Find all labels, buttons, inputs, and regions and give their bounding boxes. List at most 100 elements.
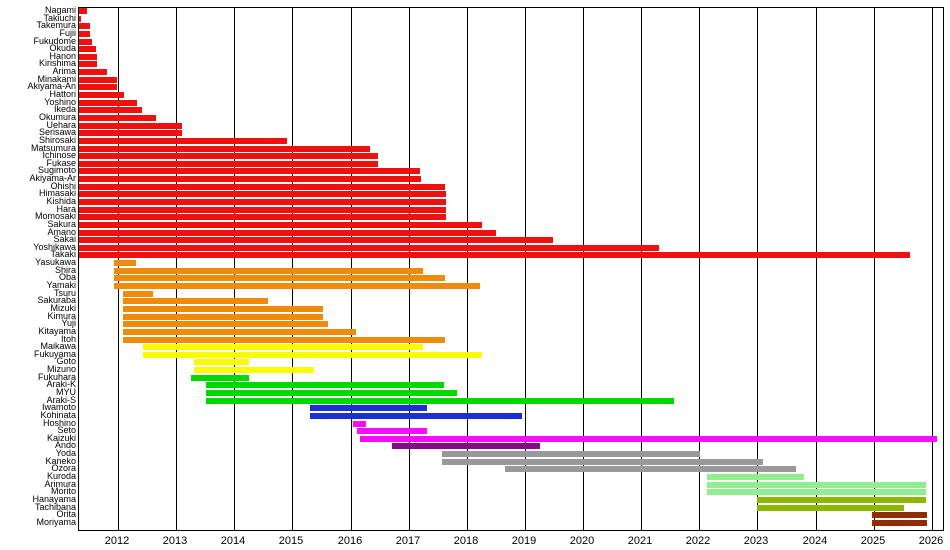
row-label: Sakai xyxy=(53,234,76,244)
tenure-bar xyxy=(114,283,480,289)
year-gridline xyxy=(816,8,817,530)
row-label: Ikeda xyxy=(53,104,76,114)
tenure-bar xyxy=(123,329,356,335)
x-tick-label: 2013 xyxy=(162,535,188,547)
year-gridline xyxy=(874,8,875,530)
year-gridline xyxy=(699,8,700,530)
tenure-bar xyxy=(757,497,926,503)
tenure-bar xyxy=(79,245,659,251)
row-label: Serisawa xyxy=(38,127,76,137)
row-label: Sugimoto xyxy=(37,165,76,175)
row-label: Minakami xyxy=(37,74,76,84)
row-label: Amano xyxy=(47,227,76,237)
row-label: Yuji xyxy=(61,318,76,328)
tenure-bar xyxy=(79,252,910,258)
tenure-bar xyxy=(79,107,142,113)
row-label: Orita xyxy=(56,509,76,519)
row-label: Tachibana xyxy=(34,502,76,512)
tenure-bar xyxy=(79,207,446,213)
tenure-bar xyxy=(707,482,926,488)
year-gridline xyxy=(932,8,933,530)
tenure-bar xyxy=(79,8,87,14)
tenure-bar xyxy=(79,161,378,167)
tenure-bar xyxy=(79,130,182,136)
tenure-bar xyxy=(79,84,117,90)
tenure-bar xyxy=(79,146,370,152)
row-label: Ozora xyxy=(51,463,76,473)
plot-area xyxy=(78,7,944,531)
row-label: Uehara xyxy=(46,120,76,130)
row-label: Yoshikawa xyxy=(33,242,76,252)
row-label: MYU xyxy=(56,387,76,397)
row-label: Kohinata xyxy=(40,410,76,420)
tenure-bar xyxy=(707,474,804,480)
tenure-bar xyxy=(79,92,124,98)
tenure-bar xyxy=(79,61,97,67)
row-label: Yoda xyxy=(55,448,76,458)
row-label: Akiyama-An xyxy=(27,81,76,91)
row-label: Kaneko xyxy=(45,456,76,466)
row-label: Matsumura xyxy=(30,143,76,153)
tenure-bar xyxy=(114,268,423,274)
row-label: Ando xyxy=(54,440,76,450)
row-label: Fujii xyxy=(59,28,76,38)
year-gridline xyxy=(641,8,642,530)
tenure-bar xyxy=(79,100,137,106)
tenure-bar xyxy=(143,344,423,350)
row-label: Shirosaki xyxy=(38,135,76,145)
tenure-bar xyxy=(79,123,182,129)
tenure-bar xyxy=(123,291,153,297)
row-label: Yamaki xyxy=(46,280,76,290)
tenure-bar xyxy=(191,375,249,381)
row-label: Seto xyxy=(57,425,76,435)
tenure-bar xyxy=(79,184,445,190)
tenure-bar xyxy=(123,314,323,320)
row-label: Kishida xyxy=(46,196,76,206)
tenure-bar xyxy=(206,398,674,404)
row-label: Kimura xyxy=(47,311,76,321)
tenure-bar xyxy=(442,459,763,465)
tenure-bar xyxy=(79,77,117,83)
tenure-bar xyxy=(310,405,427,411)
row-label: Fukuhara xyxy=(37,372,76,382)
tenure-bar xyxy=(360,436,937,442)
tenure-bar xyxy=(79,31,90,37)
tenure-bar xyxy=(79,16,81,22)
x-tick-label: 2016 xyxy=(337,535,363,547)
tenure-bar xyxy=(79,222,482,228)
tenure-bar xyxy=(79,115,156,121)
year-gridline xyxy=(757,8,758,530)
tenure-bar xyxy=(206,382,444,388)
row-label: Hara xyxy=(56,204,76,214)
row-label: Kirishima xyxy=(38,58,76,68)
row-label: Arima xyxy=(52,66,76,76)
row-label: Araki-S xyxy=(46,395,76,405)
tenure-bar xyxy=(123,298,268,304)
row-label: Nagami xyxy=(44,5,76,15)
row-label: Iwamoto xyxy=(41,402,76,412)
row-label: Morito xyxy=(50,486,76,496)
tenure-bar xyxy=(79,39,92,45)
tenure-bar xyxy=(353,421,366,427)
row-label: Shira xyxy=(54,265,76,275)
row-label: Tsuru xyxy=(53,288,76,298)
tenure-bar xyxy=(123,306,323,312)
row-label: Himasaki xyxy=(38,188,76,198)
row-label: Sakura xyxy=(47,219,76,229)
x-tick-label: 2012 xyxy=(104,535,130,547)
tenure-bar xyxy=(872,520,927,526)
tenure-bar xyxy=(123,337,445,343)
tenure-bar xyxy=(79,69,107,75)
tenure-bar xyxy=(310,413,522,419)
row-label: Kitayama xyxy=(38,326,76,336)
tenure-bar xyxy=(442,451,700,457)
row-label: Yasukawa xyxy=(35,257,76,267)
row-label: Maikawa xyxy=(40,341,76,351)
row-label: Mizuki xyxy=(50,303,76,313)
tenure-bar xyxy=(194,359,249,365)
tenure-bar xyxy=(79,54,97,60)
row-label: Sakuraba xyxy=(37,295,76,305)
tenure-bar xyxy=(79,176,421,182)
x-tick-label: 2022 xyxy=(685,535,711,547)
x-tick-label: 2020 xyxy=(569,535,595,547)
